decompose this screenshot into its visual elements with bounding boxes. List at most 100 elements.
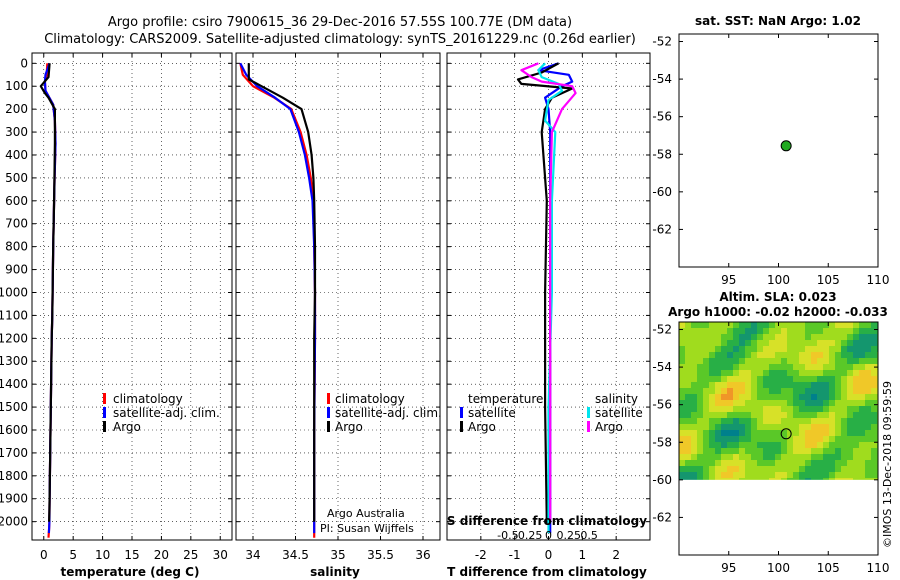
sla-field-cell <box>727 454 733 460</box>
sla-field-cell <box>679 346 685 352</box>
sla-field-cell <box>781 436 787 442</box>
sla-field-cell <box>697 430 703 436</box>
sla-field-cell <box>871 394 877 400</box>
credit-line2: PI: Susan Wijffels <box>320 522 414 535</box>
sla-field-cell <box>853 478 859 480</box>
sla-field-cell <box>871 400 877 406</box>
sla-field-cell <box>715 466 721 472</box>
sla-field-cell <box>751 442 757 448</box>
depth-tick-label: 1700 <box>0 446 28 460</box>
sla-field-cell <box>691 370 697 376</box>
sla-float-marker <box>780 428 792 440</box>
temperature-xtick-labels: 0 5 10 15 20 25 30 <box>40 548 228 562</box>
sla-field-cell <box>679 442 685 448</box>
sla-field-cell <box>721 328 727 334</box>
sla-field-cell <box>739 376 745 382</box>
depth-tick-label: 1800 <box>0 469 28 483</box>
sla-field-cell <box>739 466 745 472</box>
sla-field-cell <box>775 400 781 406</box>
sla-field-cell <box>733 406 739 412</box>
sla-field-cell <box>763 358 769 364</box>
sla-field-cell <box>781 406 787 412</box>
sla-field-cell <box>763 334 769 340</box>
sla-field-cell <box>733 472 739 478</box>
sla-field-cell <box>817 424 823 430</box>
sla-field-cell <box>829 454 835 460</box>
sla-field-cell <box>727 322 733 328</box>
sla-field-cell <box>823 466 829 472</box>
sla-field-cell <box>703 400 709 406</box>
sla-field-cell <box>697 382 703 388</box>
sla-field-cell <box>745 418 751 424</box>
sla-field-cell <box>769 448 775 454</box>
sla-field-cell <box>871 466 877 472</box>
sla-field-cell <box>697 358 703 364</box>
sla-field-cell <box>859 466 865 472</box>
sla-field-cell <box>805 340 811 346</box>
sla-field-cell <box>847 358 853 364</box>
sla-field-cell <box>715 334 721 340</box>
sla-field-cell <box>859 382 865 388</box>
sla-field-cell <box>853 364 859 370</box>
sla-field-cell <box>715 400 721 406</box>
sla-field-cell <box>703 454 709 460</box>
sla-field-cell <box>751 364 757 370</box>
sla-field-cell <box>841 370 847 376</box>
map-frame <box>678 33 879 268</box>
depth-tick-label: 1500 <box>0 400 28 414</box>
sla-field-cell <box>859 376 865 382</box>
depth-tick-label: 2000 <box>0 515 28 529</box>
sla-field-cell <box>775 340 781 346</box>
sla-field-cell <box>817 454 823 460</box>
sla-field-cell <box>727 460 733 466</box>
sla-field-cell <box>823 478 829 480</box>
sla-field-cell <box>739 358 745 364</box>
sla-field-cell <box>775 412 781 418</box>
sla-field-cell <box>781 460 787 466</box>
sla-field-cell <box>781 334 787 340</box>
sla-field-cell <box>853 418 859 424</box>
sla-field-cell <box>757 478 763 480</box>
credit-line1: Argo Australia <box>327 507 405 520</box>
sla-field-cell <box>691 424 697 430</box>
sla-field-cell <box>703 436 709 442</box>
map-ytick-label: -62 <box>652 510 672 524</box>
sla-field-cell <box>859 328 865 334</box>
sla-field-cell <box>745 352 751 358</box>
sla-field-cell <box>787 418 793 424</box>
sla-field-cell <box>835 364 841 370</box>
sla-field-cell <box>757 394 763 400</box>
sla-field-cell <box>703 382 709 388</box>
sla-field-cell <box>721 340 727 346</box>
sla-field-cell <box>733 430 739 436</box>
sla-field-cell <box>739 382 745 388</box>
sla-field-cell <box>715 346 721 352</box>
sla-field-cell <box>829 442 835 448</box>
sla-field-cell <box>697 352 703 358</box>
sla-field-cell <box>775 448 781 454</box>
sla-field-cell <box>715 352 721 358</box>
sla-field-cell <box>799 352 805 358</box>
sla-field-cell <box>763 436 769 442</box>
sla-field-cell <box>793 328 799 334</box>
sla-field-cell <box>685 364 691 370</box>
sla-field-cell <box>847 466 853 472</box>
sla-field-cell <box>709 388 715 394</box>
sla-field-cell <box>799 472 805 478</box>
sla-field-cell <box>871 322 877 328</box>
sla-field-cell <box>715 478 721 480</box>
sla-field-cell <box>679 418 685 424</box>
sla-field-cell <box>787 370 793 376</box>
sla-field-cell <box>691 340 697 346</box>
sla-field-cell <box>679 424 685 430</box>
sla-field-cell <box>859 454 865 460</box>
sla-field-cell <box>817 478 823 480</box>
temperature-xtick-label: 5 <box>69 548 77 562</box>
sla-field-cell <box>751 340 757 346</box>
salinity-xtick-label: 34 <box>245 548 260 562</box>
sla-field-cell <box>721 352 727 358</box>
sla-field-cell <box>739 454 745 460</box>
sla-field-cell <box>787 388 793 394</box>
difference-s-xtick-label: 0.5 <box>580 529 598 542</box>
sla-field-cell <box>775 424 781 430</box>
